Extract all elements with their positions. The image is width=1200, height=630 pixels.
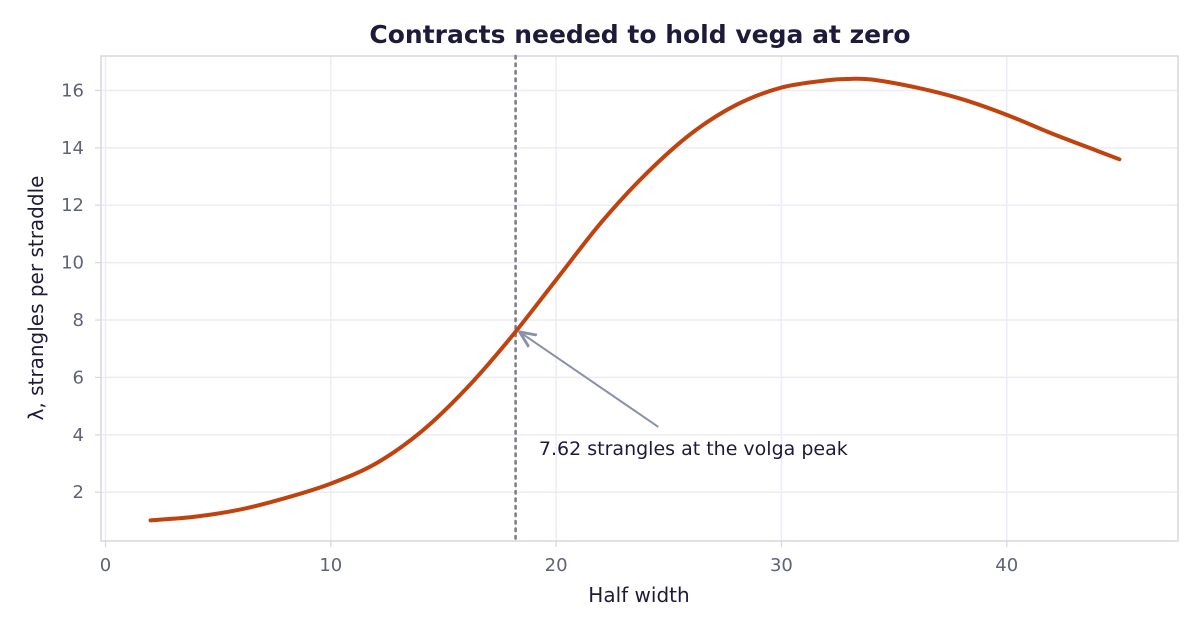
y-tick-label: 12 [61,195,84,216]
series-group [148,76,1122,523]
series-line [148,76,1122,523]
y-tick-label: 10 [61,253,84,274]
x-tick-label: 40 [995,555,1018,576]
grid [101,56,1178,541]
annotation-label: 7.62 strangles at the volga peak [539,438,848,460]
chart-title: Contracts needed to hold vega at zero [369,20,910,49]
y-tick-label: 4 [73,425,84,446]
x-tick-label: 0 [100,555,111,576]
y-tick-label: 6 [73,367,84,388]
annotation-group: 7.62 strangles at the volga peak [520,332,848,460]
y-axis-label: λ, strangles per straddle [24,176,48,421]
y-tick-label: 8 [73,310,84,331]
y-tick-label: 16 [61,80,84,101]
x-tick-label: 20 [545,555,568,576]
x-axis-label: Half width [588,583,689,607]
axis-ticks: 0 10 20 30 40 2 4 6 8 10 12 14 16 [61,80,1018,576]
y-tick-label: 2 [73,482,84,503]
plot-frame [100,55,1179,542]
x-tick-label: 10 [319,555,342,576]
annotation-arrow [520,332,659,428]
y-tick-label: 14 [61,138,84,159]
x-tick-label: 30 [770,555,793,576]
